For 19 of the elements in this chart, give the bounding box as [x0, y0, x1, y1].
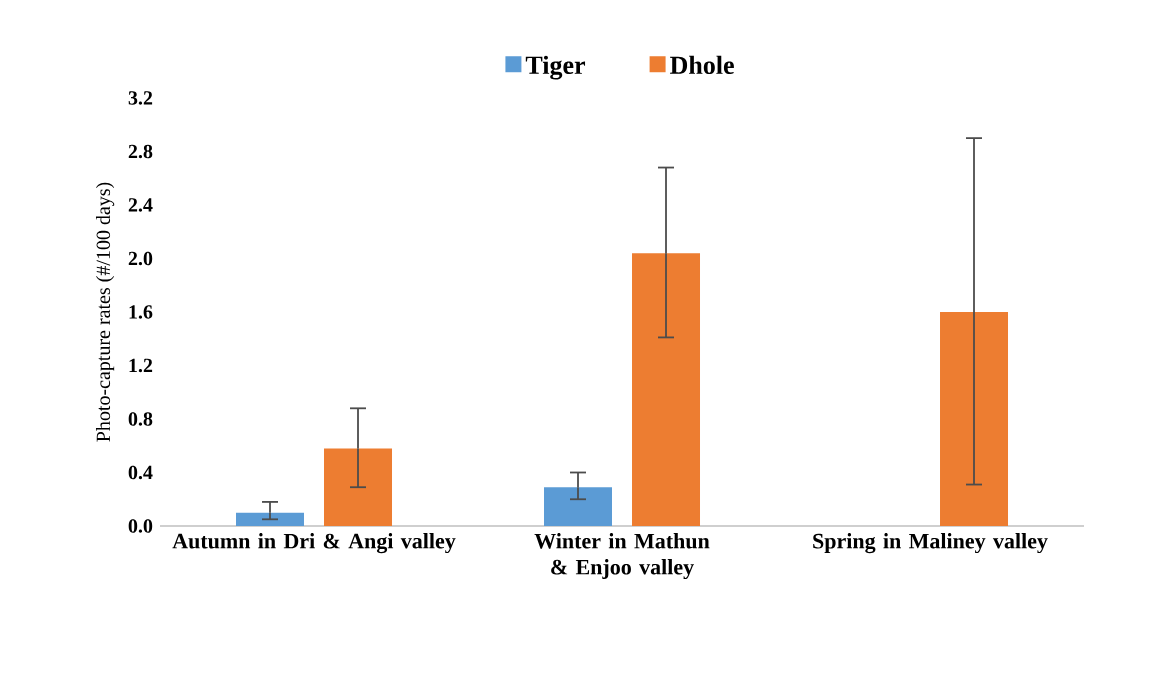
x-tick-label: Autumn in Dri & Angi valley [172, 533, 456, 554]
x-tick-label: Winter in Mathun & Enjoo valley [534, 533, 710, 580]
legend-label: Tiger [525, 55, 586, 80]
y-tick-label: 1.2 [129, 358, 153, 373]
bar [544, 487, 612, 526]
y-tick-label: 2.8 [128, 144, 153, 159]
y-tick-label: 2.0 [128, 251, 153, 266]
legend-label: Dhole [670, 55, 734, 75]
y-tick-label: 1.6 [129, 305, 153, 319]
y-tick-label: 0.0 [128, 519, 153, 533]
x-tick-label: Spring in Maliney valley [813, 533, 1048, 554]
y-tick-label: 0.4 [128, 465, 153, 480]
y-tick-label: 2.4 [128, 198, 153, 212]
y-tick-label: 3.2 [128, 91, 153, 105]
bar [236, 512, 304, 526]
y-tick-label: 0.8 [128, 412, 153, 426]
bar [632, 253, 700, 526]
y-axis-title: Photo-capture rates (#/100 days) [95, 182, 115, 442]
bar [324, 448, 392, 526]
